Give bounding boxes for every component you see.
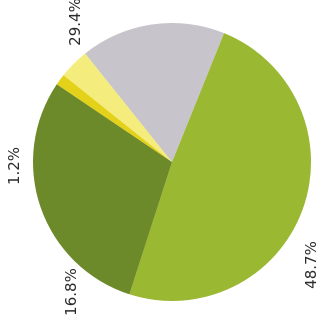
slice-label-16-8: 16.8% — [62, 268, 80, 316]
slice-label-48-7: 48.7% — [302, 241, 320, 289]
slice-label-1-2: 1.2% — [5, 147, 23, 185]
pie-slice-1 — [32, 84, 173, 295]
pie-labels: 48.7% 29.4% 16.8% 1.2% — [5, 0, 320, 316]
pie-slice-4 — [85, 22, 225, 163]
pie-slice-2 — [56, 75, 172, 162]
pie-slice-0 — [129, 33, 312, 301]
pie-slices — [32, 22, 312, 301]
pie-slice-3 — [63, 53, 172, 162]
slice-label-29-4: 29.4% — [66, 0, 84, 46]
